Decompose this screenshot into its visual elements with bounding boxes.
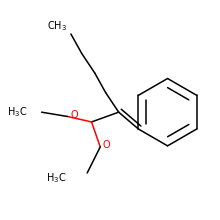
Text: O: O: [103, 140, 110, 150]
Text: H$_3$C: H$_3$C: [46, 172, 67, 185]
Text: CH$_3$: CH$_3$: [47, 19, 67, 33]
Text: H$_3$C: H$_3$C: [7, 105, 28, 119]
Text: O: O: [70, 110, 78, 120]
